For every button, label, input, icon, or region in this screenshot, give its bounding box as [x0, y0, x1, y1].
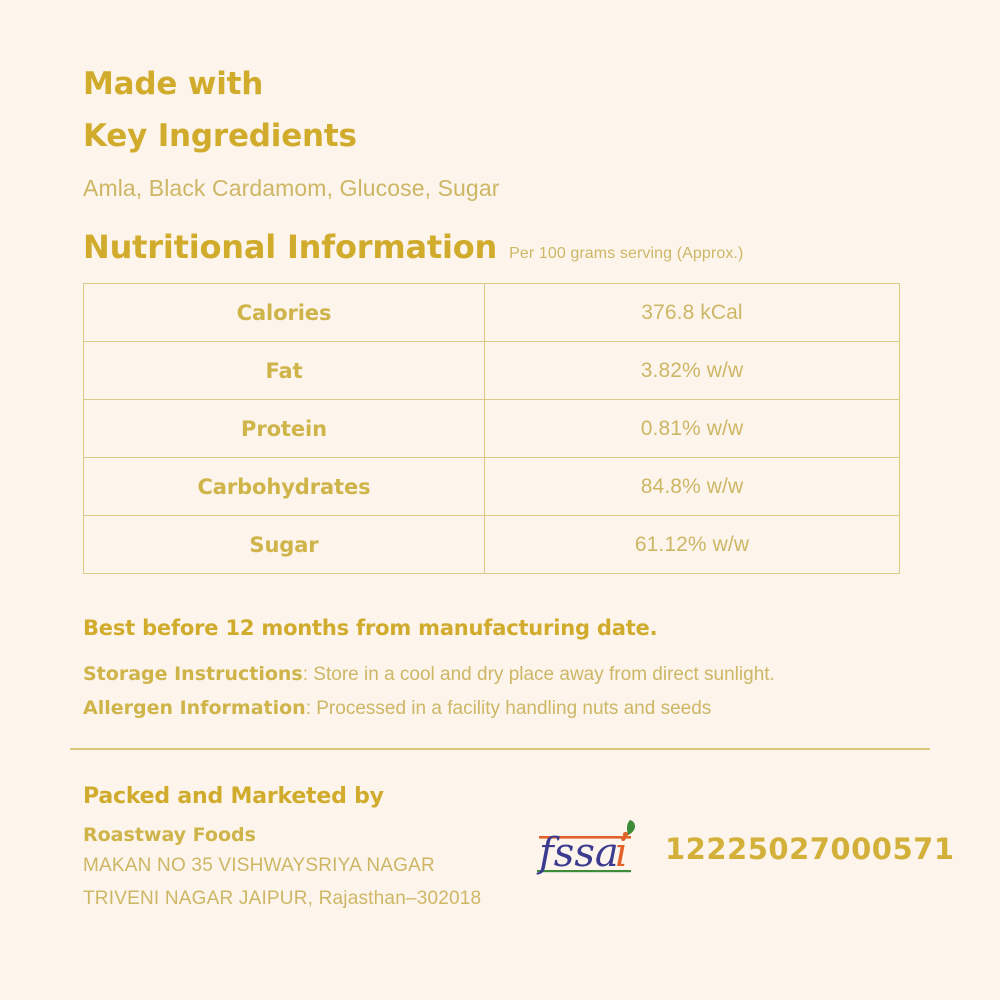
nutrition-table: Calories 376.8 kCal Fat 3.82% w/w Protei… [83, 283, 900, 574]
address-line-2: TRIVENI NAGAR JAIPUR, Rajasthan–302018 [83, 888, 482, 909]
nutrient-label: Calories [83, 283, 485, 342]
fssai-logo-icon: fssa i [533, 818, 651, 880]
allergen-information-line: Allergen Information: Processed in a fac… [83, 695, 711, 722]
table-row: Sugar 61.12% w/w [83, 515, 900, 574]
storage-instructions-label: Storage Instructions [83, 663, 303, 685]
nutrient-value: 3.82% w/w [484, 341, 900, 400]
nutrient-value: 0.81% w/w [484, 399, 900, 458]
svg-text:fssa: fssa [536, 830, 619, 876]
nutrient-label: Protein [83, 399, 485, 458]
nutrient-value: 84.8% w/w [484, 457, 900, 516]
allergen-information-label: Allergen Information [83, 697, 306, 719]
nutritional-information-title: Nutritional Information [83, 228, 498, 266]
section-divider [70, 748, 930, 750]
nutrient-value: 61.12% w/w [484, 515, 900, 574]
storage-instructions-value: : Store in a cool and dry place away fro… [302, 664, 775, 685]
made-with-heading: Made with [83, 66, 264, 102]
nutrient-value: 376.8 kCal [484, 283, 900, 342]
table-row: Calories 376.8 kCal [83, 283, 900, 342]
nutrient-label: Fat [83, 341, 485, 400]
nutrient-label: Carbohydrates [83, 457, 485, 516]
ingredients-list: Amla, Black Cardamom, Glucose, Sugar [83, 175, 500, 201]
key-ingredients-heading: Key Ingredients [83, 118, 357, 154]
packed-and-marketed-heading: Packed and Marketed by [83, 784, 384, 809]
best-before-text: Best before 12 months from manufacturing… [83, 616, 658, 640]
company-name: Roastway Foods [83, 824, 256, 846]
serving-size-note: Per 100 grams serving (Approx.) [509, 245, 744, 262]
svg-text:i: i [615, 830, 628, 876]
nutritional-information-header: Nutritional Information Per 100 grams se… [83, 228, 743, 266]
fssai-block: fssa i 12225027000571 [533, 818, 955, 880]
address-line-1: MAKAN NO 35 VISHWAYSRIYA NAGAR [83, 855, 435, 876]
table-row: Protein 0.81% w/w [83, 399, 900, 458]
storage-instructions-line: Storage Instructions: Store in a cool an… [83, 661, 775, 688]
allergen-information-value: : Processed in a facility handling nuts … [305, 698, 712, 719]
table-row: Carbohydrates 84.8% w/w [83, 457, 900, 516]
table-row: Fat 3.82% w/w [83, 341, 900, 400]
fssai-license-number: 12225027000571 [665, 832, 955, 866]
nutrient-label: Sugar [83, 515, 485, 574]
